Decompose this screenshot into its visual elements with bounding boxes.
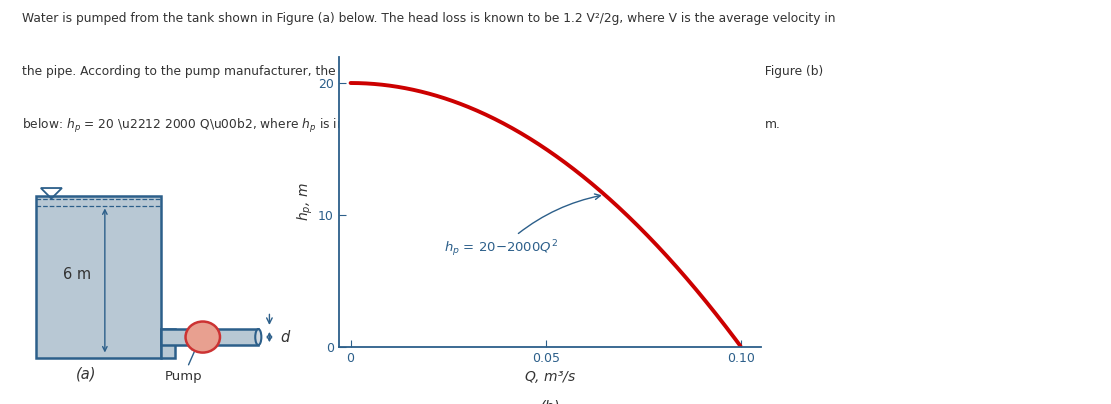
Bar [36, 196, 161, 358]
Text: $h_p$ = 20−2000$Q^2$: $h_p$ = 20−2000$Q^2$ [444, 194, 600, 259]
Text: $d$: $d$ [280, 329, 292, 345]
Text: (a): (a) [76, 366, 97, 381]
X-axis label: $Q$, m³/s: $Q$, m³/s [523, 370, 577, 385]
Text: (b): (b) [540, 400, 560, 404]
Bar [161, 329, 174, 358]
Ellipse shape [186, 322, 220, 353]
Ellipse shape [256, 329, 261, 345]
Text: Pump: Pump [164, 346, 202, 383]
Text: Water is pumped from the tank shown in Figure (a) below. The head loss is known : Water is pumped from the tank shown in F… [22, 12, 835, 25]
Y-axis label: $h_p$, m: $h_p$, m [296, 183, 316, 221]
Text: the pipe. According to the pump manufacturer, the relationship between the pump : the pipe. According to the pump manufact… [22, 65, 823, 78]
Bar [161, 329, 258, 345]
Text: 6 m: 6 m [63, 267, 91, 282]
Text: below: $h_p$ = 20 \u2212 2000 Q\u00b2, where $h_p$ is in meters and Q is in m\u0: below: $h_p$ = 20 \u2212 2000 Q\u00b2, w… [22, 117, 781, 135]
